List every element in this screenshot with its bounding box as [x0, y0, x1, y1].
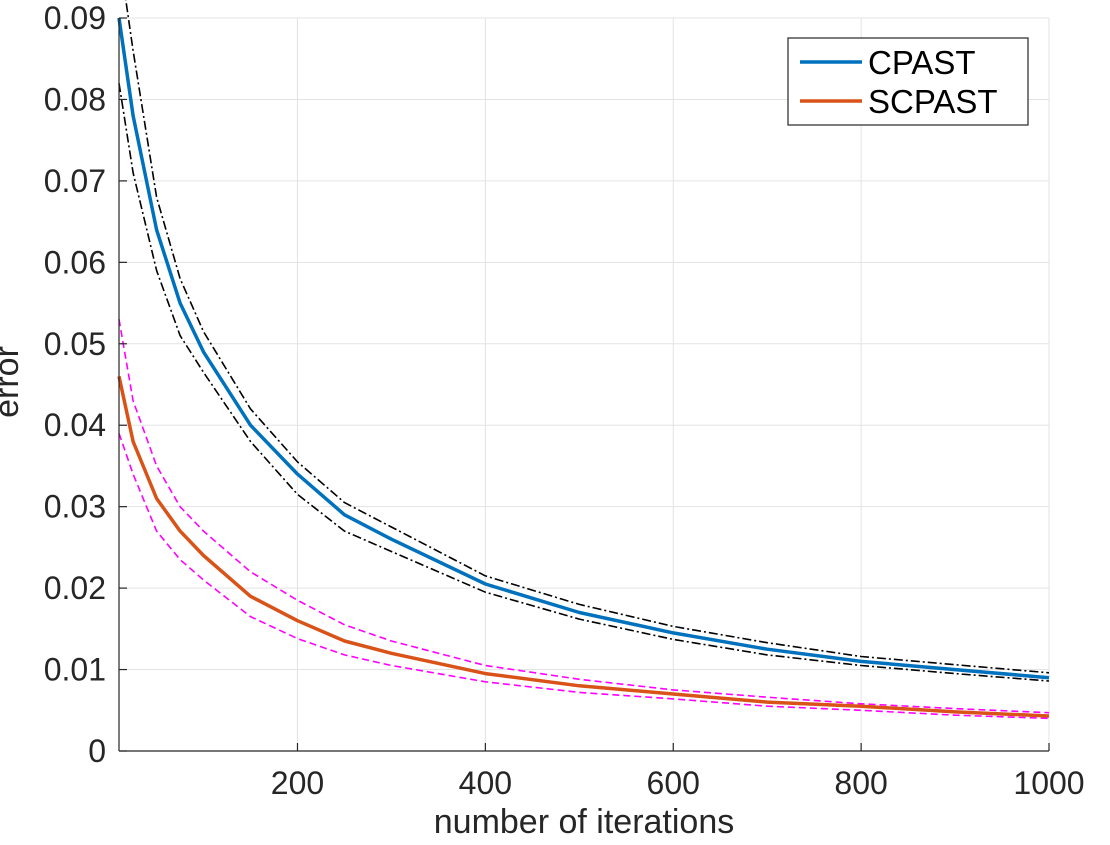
y-tick-label: 0.04: [44, 407, 106, 443]
legend-label: SCPAST: [868, 83, 998, 120]
legend-label: CPAST: [868, 44, 976, 81]
series-line-scpast-lower-bound: [118, 433, 1050, 720]
grid-lines: [119, 17, 1050, 752]
y-tick-label: 0.07: [44, 163, 106, 199]
x-tick-label: 200: [271, 765, 324, 801]
y-tick-label: 0.05: [44, 326, 106, 362]
series-line-scpast: [117, 376, 1050, 718]
legend-box: [787, 37, 1029, 126]
series-line-cpast: [117, 17, 1050, 680]
series-line-cpast-upper-bound: [124, 0, 1050, 674]
y-tick-label: 0.02: [44, 570, 106, 606]
y-tick-label: 0.09: [44, 0, 106, 36]
plot-series: [117, 0, 1050, 720]
x-tick-label: 1000: [1013, 765, 1084, 801]
x-tick-label: 400: [459, 765, 512, 801]
series-line-scpast-upper-bound: [118, 319, 1050, 714]
tick-labels: 200 400 600 800 1000 0 0.01 0.02 0.03 0.04 0.05 0.0…: [44, 0, 1085, 801]
axes: [118, 17, 1050, 752]
x-tick-label: 600: [647, 765, 700, 801]
x-tick-label: 800: [834, 765, 887, 801]
series-line-cpast-lower-bound: [118, 83, 1050, 682]
y-axis-label: error: [0, 346, 26, 418]
y-tick-label: 0.01: [44, 652, 106, 688]
y-tick-label: 0.03: [44, 489, 106, 525]
y-tick-label: 0.08: [44, 81, 106, 117]
x-axis-label: number of iterations: [434, 803, 735, 840]
y-tick-label: 0: [88, 733, 106, 769]
y-tick-label: 0.06: [44, 244, 106, 280]
